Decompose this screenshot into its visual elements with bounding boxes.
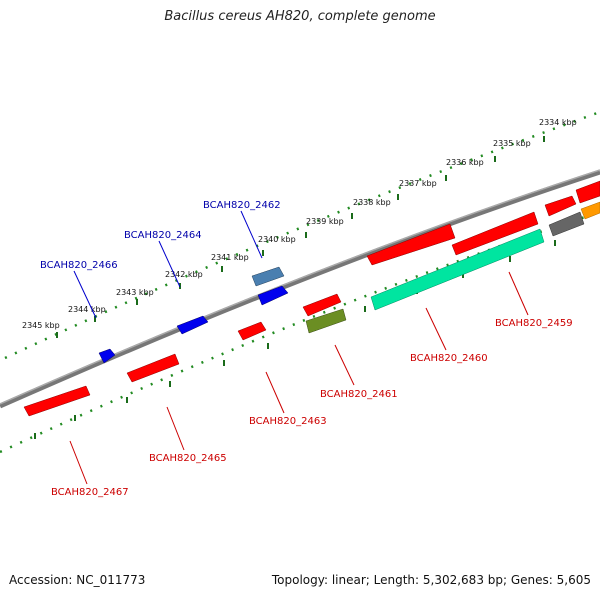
accession-text: Accession: NC_011773: [9, 573, 146, 587]
gene-label-2462: BCAH820_2462: [203, 200, 281, 211]
tick-label: 2336 kbp: [446, 158, 484, 167]
tick-label: 2335 kbp: [493, 139, 531, 148]
gene-label-2459: BCAH820_2459: [495, 318, 573, 329]
gene-label-2467: BCAH820_2467: [51, 487, 129, 498]
gene-2462b-arrow[interactable]: [251, 266, 285, 287]
lower-leader-lines: [69, 271, 529, 485]
tick-label: 2343 kbp: [116, 288, 154, 297]
gene-2464-arrow[interactable]: [176, 315, 209, 335]
gene-2467-arrow[interactable]: [23, 385, 91, 417]
tick-label: 2340 kbp: [258, 235, 296, 244]
figure-title: Bacillus cereus AH820, complete genome: [164, 9, 436, 24]
genome-backbone: [0, 169, 600, 409]
gene-2461-box[interactable]: [305, 308, 347, 334]
gene-2466-arrow[interactable]: [98, 348, 116, 364]
gene-red-upper-2[interactable]: [366, 223, 456, 266]
gene-2462-arrow[interactable]: [257, 285, 289, 306]
gene-label-2464: BCAH820_2464: [124, 230, 202, 241]
gene-2463-arrow[interactable]: [237, 321, 267, 341]
tick-label: 2344 kbp: [68, 305, 106, 314]
lower-scale-line: [0, 210, 600, 454]
gene-label-2460: BCAH820_2460: [410, 353, 488, 364]
gene-red-upper-1[interactable]: [302, 293, 342, 317]
tick-label: 2334 kbp: [539, 118, 577, 127]
gene-2460-box[interactable]: [370, 228, 545, 311]
tick-label: 2339 kbp: [306, 217, 344, 226]
tick-label: 2337 kbp: [399, 179, 437, 188]
gene-label-2463: BCAH820_2463: [249, 416, 327, 427]
gene-right-orange[interactable]: [580, 201, 600, 220]
gene-label-2461: BCAH820_2461: [320, 389, 398, 400]
gene-label-2465: BCAH820_2465: [149, 453, 227, 464]
gene-red-upper-4[interactable]: [544, 195, 577, 217]
tick-label: 2341 kbp: [211, 253, 249, 262]
gene-2465-arrow[interactable]: [126, 353, 180, 383]
tick-label: 2345 kbp: [22, 321, 60, 330]
tick-label: 2342 kbp: [165, 270, 203, 279]
upper-leader-lines: [73, 210, 263, 319]
tick-label: 2338 kbp: [353, 198, 391, 207]
gene-red-upper-5[interactable]: [575, 180, 600, 204]
gene-right-gray[interactable]: [548, 211, 585, 237]
genome-summary-text: Topology: linear; Length: 5,302,683 bp; …: [271, 573, 591, 587]
gene-red-upper-3[interactable]: [451, 211, 539, 256]
gene-label-2466: BCAH820_2466: [40, 260, 118, 271]
